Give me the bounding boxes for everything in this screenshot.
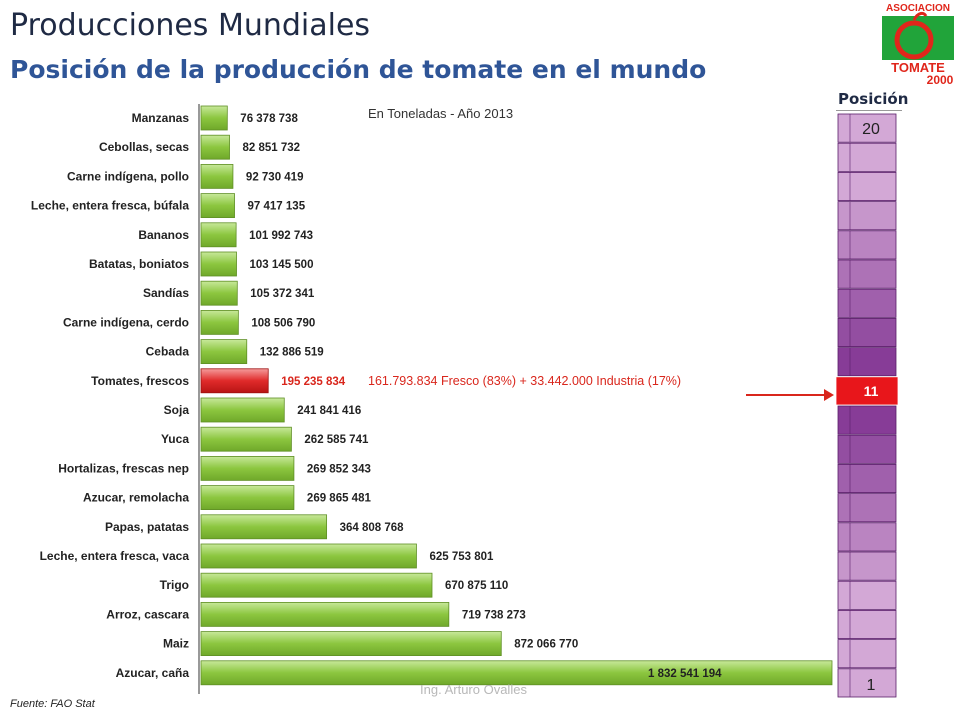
position-cell-1	[837, 142, 897, 172]
bar-1	[200, 134, 230, 160]
category-label-13: Azucar, remolacha	[83, 491, 189, 505]
category-label-5: Batatas, boniatos	[89, 257, 189, 271]
position-label-bottom: 1	[867, 677, 876, 694]
bar-15	[200, 543, 417, 569]
position-cell-11	[837, 434, 897, 464]
category-label-10: Soja	[164, 403, 190, 417]
category-label-18: Maiz	[163, 637, 189, 651]
position-cell-19	[837, 668, 897, 698]
value-label-3: 97 417 135	[248, 201, 306, 213]
category-label-9: Tomates, frescos	[91, 374, 189, 388]
bar-0	[200, 105, 228, 131]
category-label-0: Manzanas	[132, 111, 190, 125]
position-cell-3	[837, 201, 897, 231]
bar-14	[200, 514, 328, 540]
value-label-14: 364 808 768	[340, 522, 405, 534]
value-label-7: 108 506 790	[251, 317, 315, 329]
category-label-14: Papas, patatas	[105, 520, 189, 534]
category-label-3: Leche, entera fresca, búfala	[31, 199, 189, 213]
bar-19	[200, 660, 833, 686]
bar-2	[200, 163, 234, 189]
position-cell-2	[837, 172, 897, 202]
category-label-6: Sandías	[143, 286, 189, 300]
position-cell-14	[837, 522, 897, 552]
value-label-0: 76 378 738	[240, 113, 298, 125]
logo-bottom-text: TOMATE	[891, 60, 945, 75]
value-label-18: 872 066 770	[514, 639, 578, 651]
author-watermark: Ing. Arturo Ovalles	[420, 682, 527, 697]
category-label-17: Arroz, cascara	[106, 607, 189, 621]
category-label-16: Trigo	[160, 578, 189, 592]
value-label-12: 269 852 343	[307, 463, 371, 475]
bar-10	[200, 397, 285, 423]
value-label-19: 1 832 541 194	[648, 668, 722, 680]
value-label-15: 625 753 801	[429, 551, 494, 563]
position-cell-6	[837, 288, 897, 318]
position-cell-12	[837, 463, 897, 493]
bar-16	[200, 572, 433, 598]
category-label-12: Hortalizas, frescas nep	[58, 461, 189, 475]
page-subtitle: Posición de la producción de tomate en e…	[10, 55, 707, 84]
position-header-underline	[836, 110, 902, 111]
units-note: En Toneladas - Año 2013	[368, 106, 514, 121]
position-cell-15	[837, 551, 897, 581]
value-label-8: 132 886 519	[260, 347, 324, 359]
bar-11	[200, 426, 292, 452]
tomato-breakdown-annotation: 161.793.834 Fresco (83%) + 33.442.000 In…	[368, 374, 682, 388]
position-cell-4	[837, 230, 897, 260]
value-label-10: 241 841 416	[297, 405, 361, 417]
position-cell-5	[837, 259, 897, 289]
bar-13	[200, 485, 295, 511]
bar-4	[200, 222, 237, 248]
value-label-17: 719 738 273	[462, 609, 526, 621]
category-label-2: Carne indígena, pollo	[67, 169, 189, 183]
value-label-11: 262 585 741	[304, 434, 369, 446]
position-cell-9	[835, 376, 899, 406]
position-header: Posición	[838, 90, 909, 108]
category-label-15: Leche, entera fresca, vaca	[40, 549, 190, 563]
position-label-highlight: 11	[864, 383, 879, 399]
bar-8	[200, 339, 248, 365]
arrow-icon	[746, 389, 834, 401]
value-label-16: 670 875 110	[445, 580, 508, 592]
position-cell-10	[837, 405, 897, 435]
category-label-8: Cebada	[146, 345, 190, 359]
position-label-top: 20	[862, 121, 880, 138]
bar-18	[200, 631, 502, 656]
value-label-6: 105 372 341	[250, 288, 315, 300]
category-label-1: Cebollas, secas	[99, 140, 189, 154]
position-cell-16	[837, 580, 897, 610]
position-cell-18	[837, 639, 897, 669]
bar-3	[200, 193, 235, 219]
bar-5	[200, 251, 237, 277]
bar-7	[200, 309, 239, 335]
position-cell-13	[837, 493, 897, 523]
position-cell-8	[837, 347, 897, 377]
bar-9	[200, 368, 269, 394]
value-label-2: 92 730 419	[246, 171, 304, 183]
category-label-19: Azucar, caña	[116, 666, 190, 680]
source-note: Fuente: FAO Stat	[10, 698, 95, 710]
value-label-13: 269 865 481	[307, 493, 372, 505]
page-title: Producciones Mundiales	[10, 8, 371, 43]
position-cell-17	[837, 609, 897, 639]
asociacion-tomate-2000-logo: ASOCIACION TOMATE 2000	[878, 0, 958, 86]
value-label-1: 82 851 732	[243, 142, 301, 154]
position-cell-0	[837, 113, 897, 143]
category-label-4: Bananos	[138, 228, 189, 242]
category-label-7: Carne indígena, cerdo	[63, 315, 189, 329]
value-label-5: 103 145 500	[250, 259, 314, 271]
bar-17	[200, 602, 450, 627]
logo-top-text: ASOCIACION	[886, 3, 950, 14]
position-cell-7	[837, 317, 897, 347]
bar-12	[200, 455, 295, 481]
value-label-4: 101 992 743	[249, 230, 313, 242]
bar-6	[200, 280, 238, 306]
category-label-11: Yuca	[161, 432, 189, 446]
value-label-9: 195 235 834	[281, 376, 346, 388]
logo-year-text: 2000	[927, 73, 954, 86]
